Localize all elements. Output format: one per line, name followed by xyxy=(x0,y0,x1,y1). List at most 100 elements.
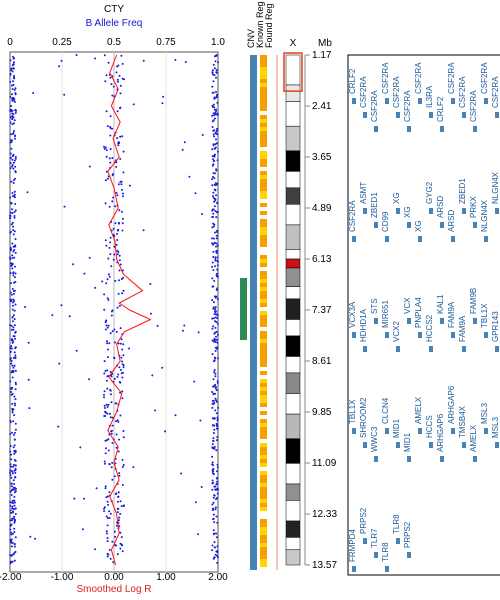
baf-point xyxy=(215,108,218,111)
baf-point xyxy=(14,471,17,474)
baf-point xyxy=(211,509,214,511)
chromosome-band xyxy=(285,500,301,522)
baf-point xyxy=(9,162,12,165)
baf-point xyxy=(11,267,14,270)
baf-point xyxy=(12,335,15,338)
baf-point xyxy=(14,467,17,470)
baf-point xyxy=(216,480,219,483)
baf-point xyxy=(13,211,16,213)
baf-point xyxy=(10,533,13,536)
baf-point xyxy=(107,299,110,301)
baf-point xyxy=(24,306,26,308)
baf-point xyxy=(108,275,111,278)
baf-point xyxy=(112,258,115,261)
gene-marker xyxy=(363,112,367,118)
baf-point xyxy=(213,205,216,208)
baf-point xyxy=(14,177,17,180)
baf-point xyxy=(201,213,203,215)
baf-point xyxy=(10,494,13,496)
bottom-tick-label: 1.00 xyxy=(156,572,176,583)
baf-point xyxy=(181,148,184,151)
known-reg-segment xyxy=(260,247,267,251)
baf-point xyxy=(216,357,219,360)
baf-point xyxy=(14,203,17,205)
gene-marker xyxy=(374,126,378,132)
baf-point xyxy=(211,261,214,264)
baf-point xyxy=(9,505,12,507)
baf-point xyxy=(212,172,215,175)
baf-point xyxy=(109,512,112,515)
baf-point xyxy=(10,519,13,522)
baf-point xyxy=(107,177,109,180)
baf-point xyxy=(121,292,124,295)
baf-point xyxy=(11,411,14,414)
baf-point xyxy=(212,80,215,83)
baf-point xyxy=(117,507,120,510)
known-reg-segment xyxy=(260,151,267,155)
gene-label: HCCS xyxy=(425,415,434,438)
baf-point xyxy=(214,117,216,120)
baf-point xyxy=(215,330,218,333)
baf-point xyxy=(215,245,217,248)
baf-point xyxy=(116,78,119,81)
baf-point xyxy=(106,375,109,378)
baf-point xyxy=(161,366,164,369)
baf-point xyxy=(111,200,114,203)
baf-point xyxy=(106,369,109,372)
gene-label: TLR8 xyxy=(392,514,401,534)
baf-point xyxy=(106,500,109,503)
baf-point xyxy=(215,449,218,452)
baf-point xyxy=(199,419,202,422)
baf-point xyxy=(12,328,15,331)
baf-point xyxy=(216,492,219,495)
baf-point xyxy=(13,324,16,327)
baf-point xyxy=(12,290,15,293)
baf-point xyxy=(109,371,112,373)
baf-point xyxy=(10,523,13,526)
highlight-region xyxy=(240,278,247,340)
baf-point xyxy=(212,464,215,467)
baf-point xyxy=(14,513,17,515)
baf-point xyxy=(212,222,215,225)
baf-point xyxy=(10,453,13,456)
baf-point xyxy=(213,541,216,544)
baf-point xyxy=(12,340,15,343)
baf-point xyxy=(212,243,214,246)
known-reg-segment xyxy=(260,491,267,495)
baf-point xyxy=(216,556,219,559)
gene-label: HDHD1A xyxy=(359,308,368,342)
view-window-marker xyxy=(283,52,303,92)
baf-point xyxy=(121,222,124,225)
baf-point xyxy=(211,455,214,458)
baf-point xyxy=(216,496,219,499)
known-reg-segment xyxy=(260,367,267,371)
baf-point xyxy=(212,196,215,199)
known-reg-segment xyxy=(260,379,267,383)
baf-point xyxy=(104,239,107,242)
baf-point xyxy=(112,561,115,564)
baf-point xyxy=(13,216,16,219)
baf-point xyxy=(113,475,116,478)
chromosome-band xyxy=(285,520,301,538)
baf-point xyxy=(216,128,218,130)
top-tick-label: 0.5 xyxy=(107,37,121,48)
baf-point xyxy=(9,450,12,453)
gene-marker xyxy=(451,332,455,338)
baf-point xyxy=(109,127,112,129)
known-reg-segment xyxy=(260,231,267,235)
chromosome-band xyxy=(285,204,301,226)
baf-point xyxy=(105,155,108,158)
baf-point xyxy=(101,280,104,283)
gene-marker xyxy=(407,552,411,558)
baf-point xyxy=(214,306,217,309)
baf-point xyxy=(106,342,109,345)
gene-label: IL3RA xyxy=(425,85,434,108)
baf-point xyxy=(214,316,217,319)
chromosome-band xyxy=(285,286,301,300)
baf-point xyxy=(12,366,15,369)
baf-point xyxy=(10,67,13,70)
gene-marker xyxy=(385,428,389,434)
gene-label: MSL3 xyxy=(491,417,500,438)
known-reg-segment xyxy=(260,515,267,519)
baf-point xyxy=(110,432,113,435)
